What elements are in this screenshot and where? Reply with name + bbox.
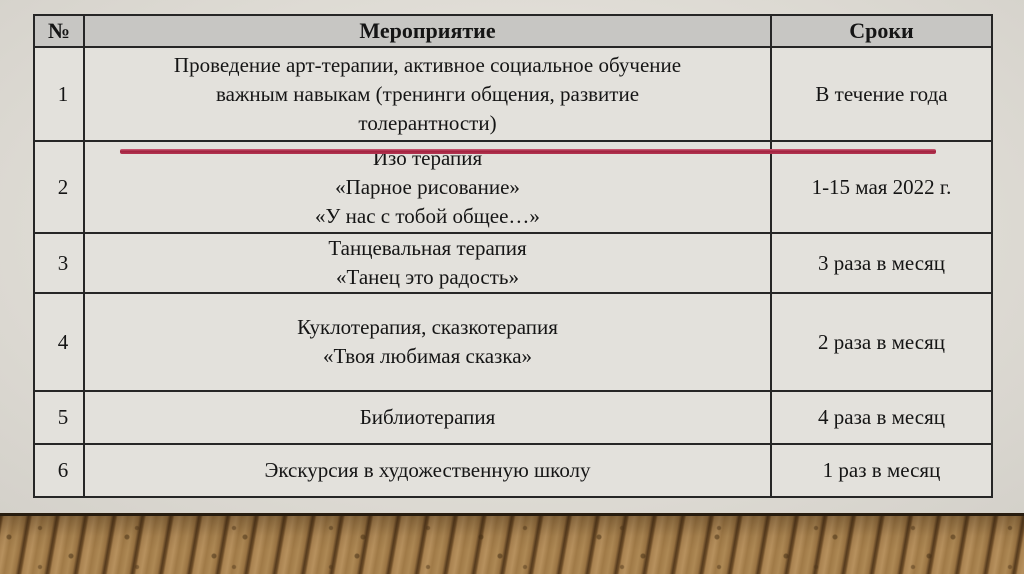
col-header-num: № — [33, 14, 85, 48]
event-cell: Танцевальная терапия «Танец это радость» — [83, 232, 772, 294]
row-number: 1 — [33, 46, 85, 142]
event-line: Куклотерапия, сказкотерапия — [297, 315, 558, 339]
event-line: «Парное рисование» — [335, 174, 520, 199]
row-number: 3 — [33, 232, 85, 294]
timing-cell: 4 раза в месяц — [770, 390, 993, 445]
timing-cell: 2 раза в месяц — [770, 292, 993, 392]
col-header-timing: Сроки — [770, 14, 993, 48]
row-number: 4 — [33, 292, 85, 392]
event-line: Проведение арт-терапии, активное социаль… — [173, 52, 682, 77]
event-line: толерантности) — [358, 110, 497, 135]
event-cell: Библиотерапия — [83, 390, 772, 445]
col-header-event: Мероприятие — [83, 14, 772, 48]
table-row: 2 Изо терапия «Парное рисование» «У нас … — [33, 140, 993, 234]
table-header-row: № Мероприятие Сроки — [33, 14, 993, 48]
row-number: 6 — [33, 443, 85, 498]
red-strikethrough-line — [120, 149, 936, 154]
table-row: 3 Танцевальная терапия «Танец это радост… — [33, 232, 993, 294]
event-line: Экскурсия в художественную школу — [264, 458, 591, 482]
event-line: Библиотерапия — [359, 405, 496, 429]
timing-cell: В течение года — [770, 46, 993, 142]
table-row: 5 Библиотерапия 4 раза в месяц — [33, 390, 993, 445]
event-cell: Проведение арт-терапии, активное социаль… — [83, 46, 772, 142]
event-line: «Твоя любимая сказка» — [322, 344, 533, 368]
timing-cell: 1-15 мая 2022 г. — [770, 140, 993, 234]
timing-cell: 1 раз в месяц — [770, 443, 993, 498]
table-row: 4 Куклотерапия, сказкотерапия «Твоя люби… — [33, 292, 993, 392]
event-line: важным навыкам (тренинги общения, развит… — [215, 81, 640, 106]
event-line: Танцевальная терапия — [328, 236, 527, 260]
timing-cell: 3 раза в месяц — [770, 232, 993, 294]
event-line: «У нас с тобой общее…» — [315, 203, 540, 228]
event-line: «Танец это радость» — [336, 265, 519, 289]
schedule-table: № Мероприятие Сроки 1 Проведение арт-тер… — [33, 14, 993, 498]
row-number: 2 — [33, 140, 85, 234]
event-cell: Изо терапия «Парное рисование» «У нас с … — [83, 140, 772, 234]
row-number: 5 — [33, 390, 85, 445]
event-cell: Экскурсия в художественную школу — [83, 443, 772, 498]
event-cell: Куклотерапия, сказкотерапия «Твоя любима… — [83, 292, 772, 392]
table-row: 1 Проведение арт-терапии, активное социа… — [33, 46, 993, 142]
event-line-struck: Изо терапия — [372, 145, 483, 170]
table-row: 6 Экскурсия в художественную школу 1 раз… — [33, 443, 993, 498]
wood-floor — [0, 513, 1024, 574]
